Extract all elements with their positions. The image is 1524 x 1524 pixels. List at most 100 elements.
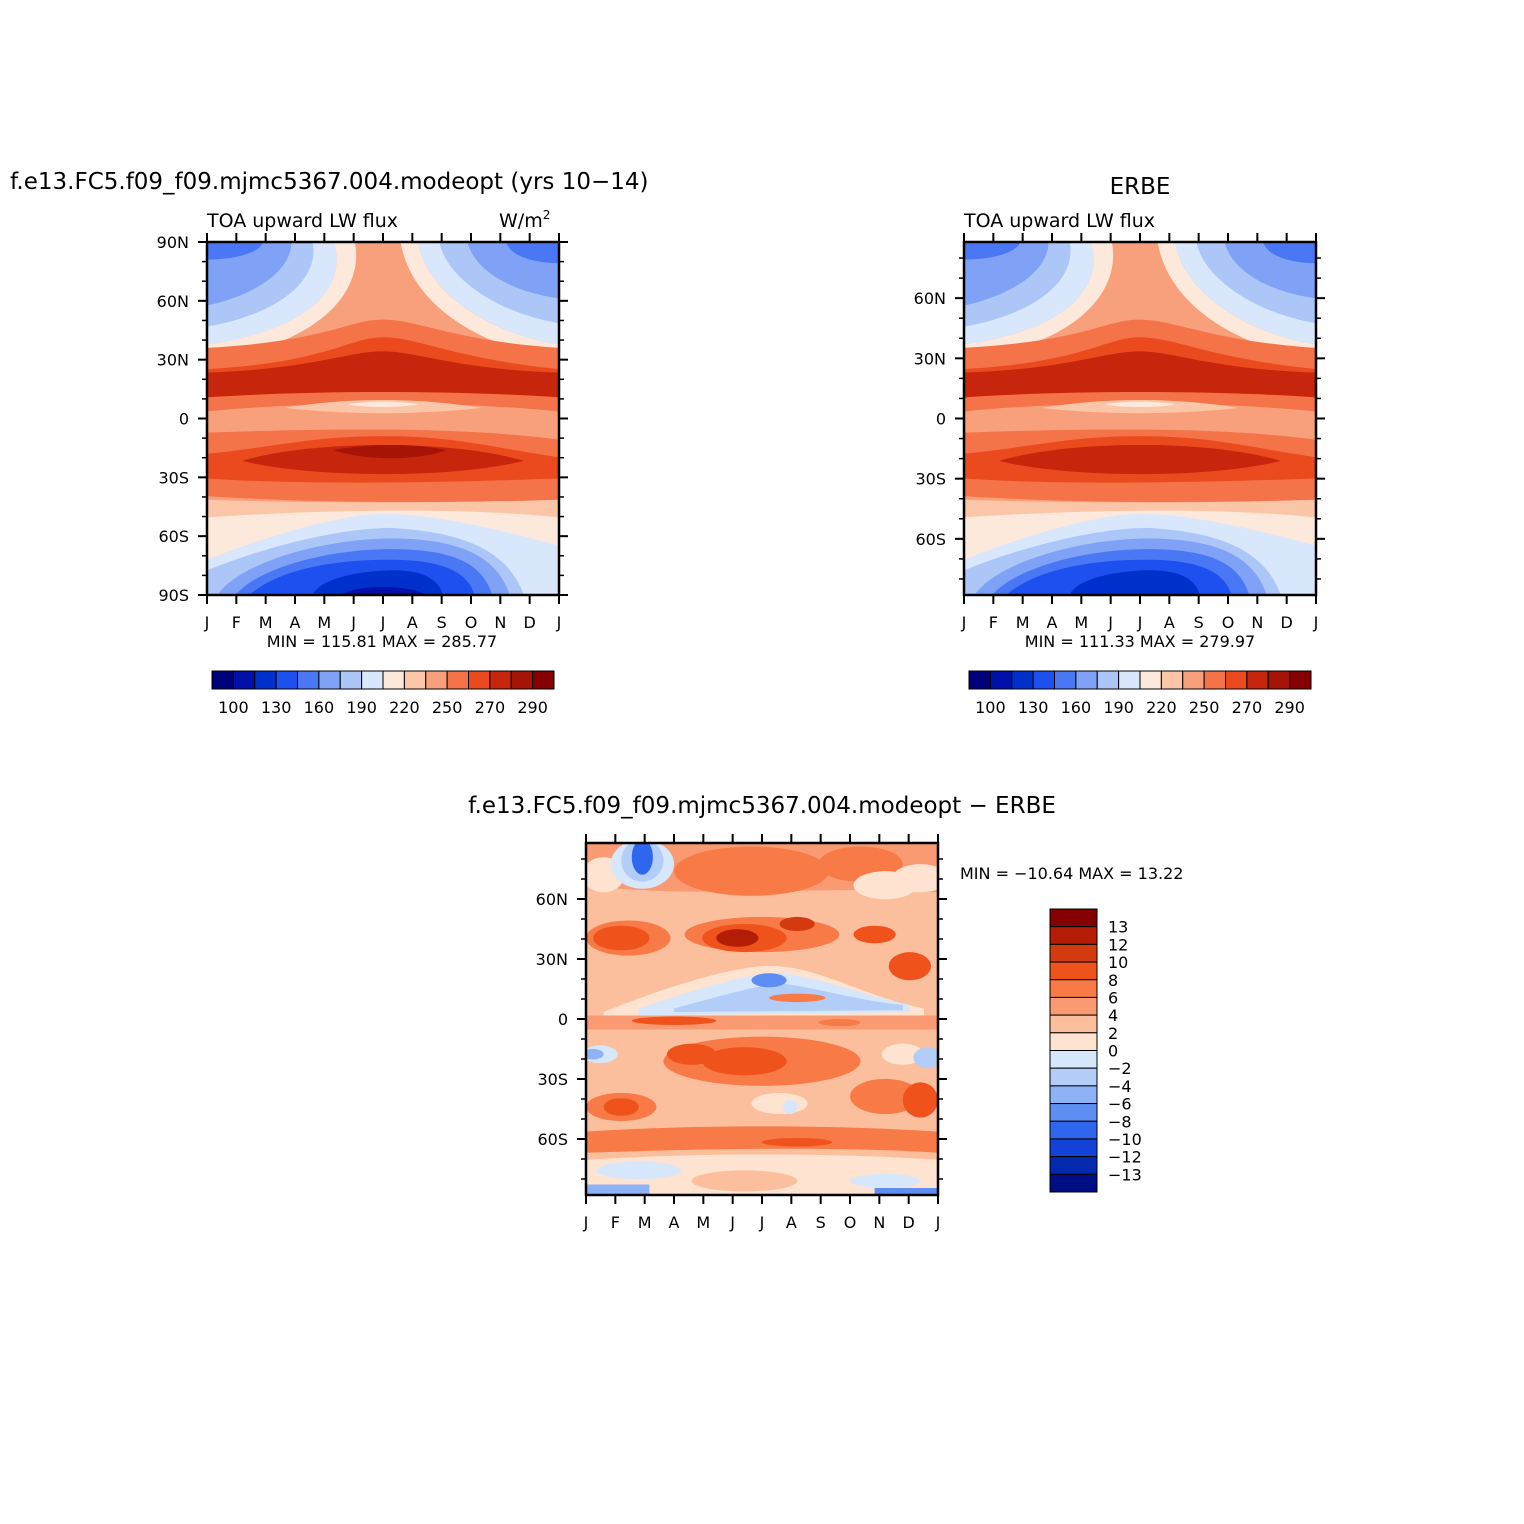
colorbar-swatch — [425, 670, 448, 690]
colorbar-swatch — [211, 670, 234, 690]
colorbar-swatch — [1139, 670, 1162, 690]
y-tick-label: 60N — [157, 292, 189, 311]
colorbar-swatch — [275, 670, 298, 690]
x-tick-label: A — [290, 613, 301, 632]
colorbar-swatch — [1225, 670, 1248, 690]
obs-min-max: MIN = 111.33 MAX = 279.97 — [1025, 632, 1255, 651]
y-tick-label: 60S — [537, 1130, 568, 1149]
colorbar-swatch — [339, 670, 363, 690]
y-tick-label: 60N — [536, 890, 568, 909]
x-tick-label: A — [407, 613, 418, 632]
x-tick-label: M — [638, 1213, 652, 1232]
colorbar-swatch — [1289, 670, 1312, 690]
colorbar-label: 130 — [1018, 698, 1049, 717]
y-tick-label: 30S — [537, 1070, 568, 1089]
colorbar-label: 13 — [1108, 918, 1128, 937]
colorbar-swatch — [1049, 979, 1098, 998]
colorbar-swatch — [1049, 1050, 1098, 1069]
x-tick-label: D — [524, 613, 536, 632]
colorbar-label: 190 — [346, 698, 377, 717]
x-tick-label: A — [1164, 613, 1175, 632]
y-tick-label: 60S — [915, 530, 946, 549]
colorbar-label: −10 — [1108, 1130, 1142, 1149]
y-tick-label: 30S — [158, 468, 189, 487]
model-colorbar: 100 130 160 190 220 250 270 290 — [211, 670, 555, 717]
colorbar-label: 270 — [475, 698, 506, 717]
colorbar-label: 100 — [975, 698, 1006, 717]
colorbar-swatch — [489, 670, 512, 690]
x-tick-label: J — [1313, 613, 1319, 632]
colorbar-label: −8 — [1108, 1112, 1132, 1131]
units-base: W/m — [499, 210, 543, 232]
colorbar-swatch — [510, 670, 534, 690]
diff-min-max: MIN = −10.64 MAX = 13.22 — [960, 864, 1183, 883]
colorbar-swatch — [446, 670, 469, 690]
colorbar-swatch — [1049, 1156, 1098, 1175]
x-tick-label: J — [204, 613, 210, 632]
colorbar-label: 10 — [1108, 953, 1128, 972]
colorbar-swatch — [1049, 1103, 1098, 1122]
x-tick-label: S — [437, 613, 447, 632]
colorbar-swatch — [1246, 670, 1269, 690]
x-tick-label: O — [465, 613, 478, 632]
x-tick-label: N — [873, 1213, 885, 1232]
colorbar-swatch — [361, 670, 384, 690]
colorbar-swatch — [318, 670, 341, 690]
x-tick-label: A — [669, 1213, 680, 1232]
colorbar-swatch — [1049, 1120, 1098, 1140]
colorbar-swatch — [1182, 670, 1205, 690]
colorbar-label: 6 — [1108, 988, 1118, 1007]
colorbar-label: −4 — [1108, 1077, 1132, 1096]
x-tick-label: D — [1281, 613, 1293, 632]
colorbar-label: −6 — [1108, 1095, 1132, 1114]
colorbar-swatch — [1049, 908, 1098, 928]
colorbar-swatch — [1075, 670, 1098, 690]
y-tick-label: 30N — [914, 349, 946, 368]
y-tick-label: 0 — [179, 410, 189, 429]
colorbar-swatch — [1049, 1173, 1098, 1193]
colorbar-label: 160 — [1061, 698, 1092, 717]
x-tick-label: F — [989, 613, 998, 632]
colorbar-swatch — [1049, 1067, 1098, 1087]
contour-fill — [207, 242, 559, 595]
model-panel-title: f.e13.FC5.f09_f09.mjmc5367.004.modeopt (… — [10, 169, 648, 195]
units-superscript: 2 — [543, 208, 551, 222]
contour-fill — [964, 242, 1316, 595]
model-min-max: MIN = 115.81 MAX = 285.77 — [267, 632, 497, 651]
x-tick-label: J — [556, 613, 562, 632]
x-tick-label: J — [583, 1213, 589, 1232]
colorbar-swatch — [1049, 1032, 1098, 1051]
colorbar-label: 2 — [1108, 1024, 1118, 1043]
x-tick-label: O — [1222, 613, 1235, 632]
colorbar-label: 8 — [1108, 971, 1118, 990]
colorbar-label: 250 — [432, 698, 463, 717]
x-tick-label: N — [494, 613, 506, 632]
y-tick-label: 30S — [915, 470, 946, 489]
colorbar-label: 290 — [1274, 698, 1305, 717]
x-tick-label: S — [816, 1213, 826, 1232]
y-tick-label: 30N — [157, 351, 189, 370]
colorbar-label: 190 — [1103, 698, 1134, 717]
x-tick-label: M — [259, 613, 273, 632]
obs-variable-label: TOA upward LW flux — [963, 210, 1155, 232]
colorbar-swatch — [1011, 670, 1034, 690]
colorbar-swatch — [297, 670, 320, 690]
x-tick-label: J — [380, 613, 386, 632]
colorbar-swatch — [532, 670, 555, 690]
x-tick-label: J — [961, 613, 967, 632]
colorbar-label: 12 — [1108, 935, 1128, 954]
colorbar-label: 4 — [1108, 1006, 1118, 1025]
colorbar-swatch — [1049, 1138, 1098, 1158]
colorbar-swatch — [1160, 670, 1184, 690]
colorbar-label: −2 — [1108, 1059, 1132, 1078]
x-tick-label: J — [350, 613, 356, 632]
colorbar-label: −13 — [1108, 1165, 1142, 1184]
x-tick-label: S — [1194, 613, 1204, 632]
colorbar-swatch — [403, 670, 427, 690]
colorbar-label: 220 — [1146, 698, 1177, 717]
obs-colorbar: 100 130 160 190 220 250 270 290 — [968, 670, 1312, 717]
diff-panel-title: f.e13.FC5.f09_f09.mjmc5367.004.modeopt −… — [468, 793, 1056, 819]
colorbar-swatch — [1096, 670, 1120, 690]
